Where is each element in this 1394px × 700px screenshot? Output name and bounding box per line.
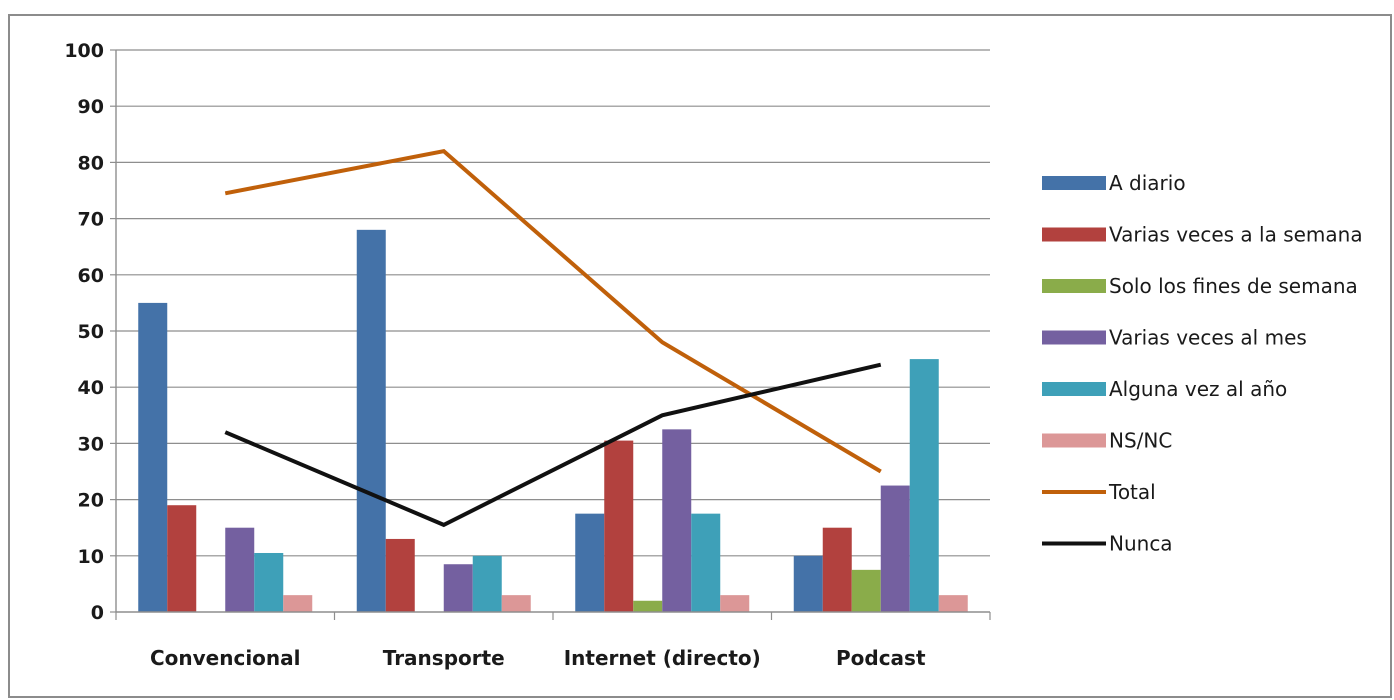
y-tick-label: 10 xyxy=(78,546,104,568)
bars xyxy=(138,229,968,612)
bar-alguna-vez-al-a-o xyxy=(909,359,939,612)
bar-a-diario xyxy=(575,513,605,612)
bar-ns-nc xyxy=(938,595,968,612)
y-tick-label: 80 xyxy=(78,152,104,174)
y-tick-label: 50 xyxy=(78,321,104,343)
bar-varias-veces-a-la-semana xyxy=(822,527,852,612)
bar-solo-los-fines-de-semana xyxy=(633,600,663,612)
legend-label: Total xyxy=(1108,480,1156,504)
bar-solo-los-fines-de-semana xyxy=(851,569,881,612)
y-tick-label: 30 xyxy=(78,433,104,455)
legend-swatch xyxy=(1042,330,1106,345)
bar-ns-nc xyxy=(720,595,750,612)
bar-ns-nc xyxy=(283,595,313,612)
category-label: Internet (directo) xyxy=(564,646,761,670)
lines xyxy=(224,149,882,528)
bar-varias-veces-al-mes xyxy=(225,527,255,612)
bar-varias-veces-a-la-semana xyxy=(385,538,415,612)
axes xyxy=(115,50,991,620)
y-tick-label: 90 xyxy=(78,96,104,118)
y-tick-label: 100 xyxy=(64,40,104,62)
legend-swatch xyxy=(1042,176,1106,190)
category-label: Transporte xyxy=(383,646,505,670)
y-tick-label: 20 xyxy=(78,490,104,512)
legend-label: Varias veces a la semana xyxy=(1109,223,1363,247)
bar-alguna-vez-al-a-o xyxy=(691,513,721,612)
bar-varias-veces-al-mes xyxy=(662,429,692,612)
bar-varias-veces-a-la-semana xyxy=(604,440,634,612)
category-label: Convencional xyxy=(150,646,301,670)
legend-swatch xyxy=(1042,279,1106,293)
gridlines xyxy=(116,49,990,557)
legend-label: Varias veces al mes xyxy=(1109,326,1307,350)
line-total xyxy=(224,149,882,474)
legend-swatch xyxy=(1042,382,1106,396)
bar-a-diario xyxy=(793,555,823,612)
bar-varias-veces-al-mes xyxy=(443,564,473,612)
legend-label: Solo los fines de semana xyxy=(1109,274,1358,298)
y-tick-label: 60 xyxy=(78,265,104,287)
bar-varias-veces-al-mes xyxy=(880,485,910,612)
legend-swatch xyxy=(1042,433,1106,448)
legend-label: Alguna vez al año xyxy=(1109,377,1287,401)
category-labels: Convencional Transporte Internet (directo)… xyxy=(150,646,926,670)
bar-a-diario xyxy=(356,229,386,612)
bar-alguna-vez-al-a-o xyxy=(472,555,502,612)
legend-label: NS/NC xyxy=(1109,429,1172,453)
bar-alguna-vez-al-a-o xyxy=(254,552,284,612)
bar-ns-nc xyxy=(501,595,531,612)
legend-swatch xyxy=(1042,227,1106,242)
bar-a-diario xyxy=(138,302,168,612)
legend-label: A diario xyxy=(1109,171,1186,195)
line-nunca xyxy=(224,362,882,528)
legend: A diario Varias veces a la semana Solo los… xyxy=(1042,171,1363,556)
y-tick-label: 40 xyxy=(78,377,104,399)
y-tick-label: 0 xyxy=(91,602,104,624)
bar-varias-veces-a-la-semana xyxy=(167,505,197,612)
category-label: Podcast xyxy=(836,646,926,670)
y-tick-label: 70 xyxy=(78,209,104,231)
legend-label: Nunca xyxy=(1109,532,1173,556)
y-axis-ticks: 0 10 20 30 40 50 60 70 80 90 100 xyxy=(64,40,116,624)
